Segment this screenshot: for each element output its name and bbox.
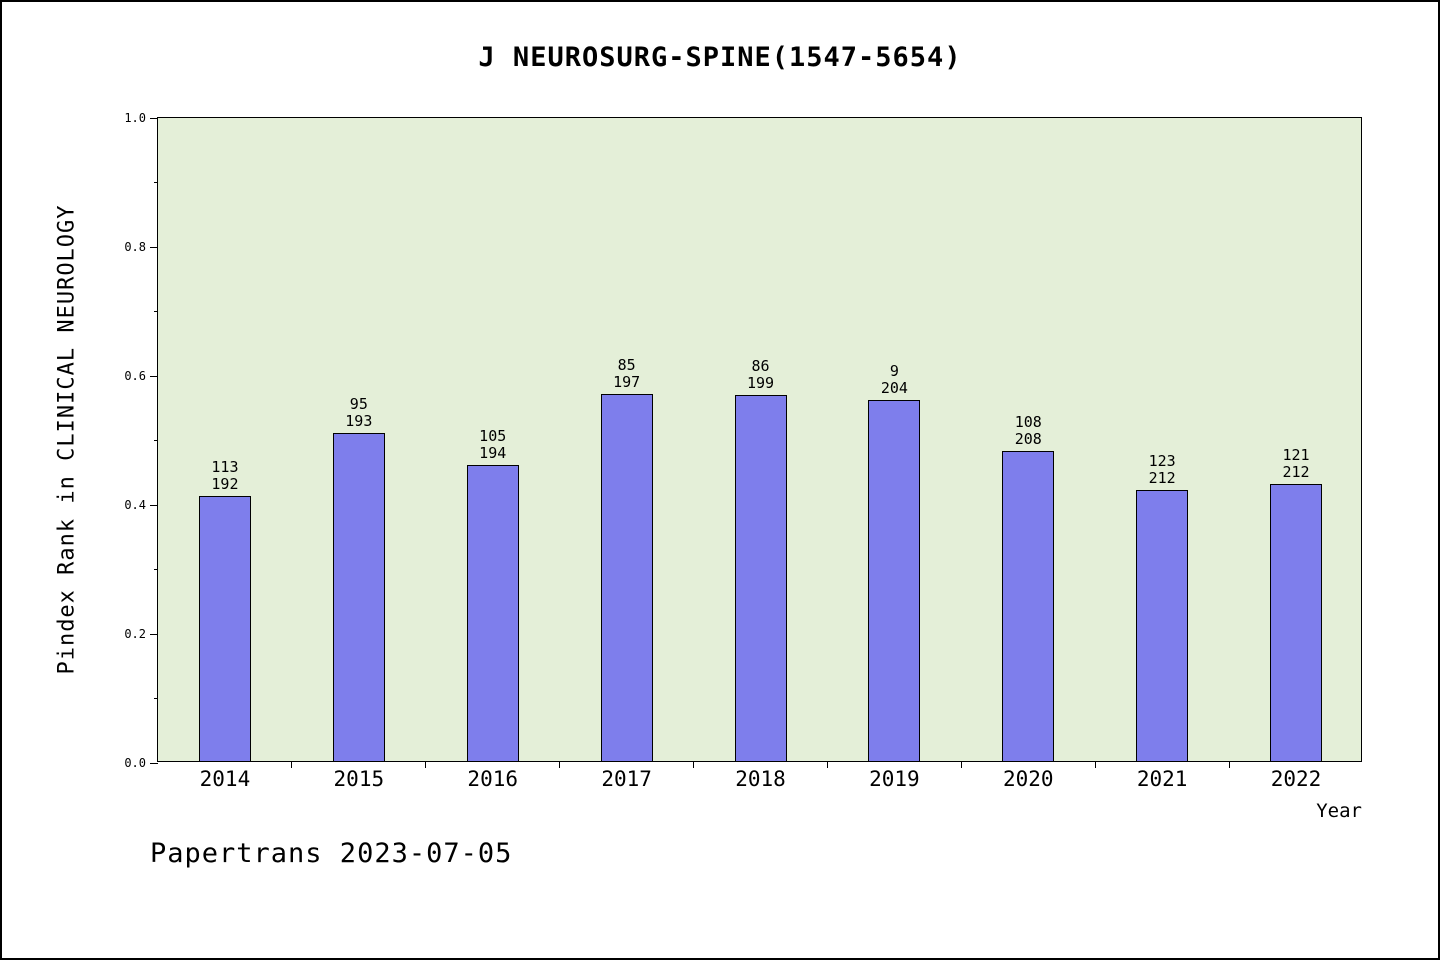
x-tick-mark bbox=[1228, 761, 1230, 768]
y-tick-mark bbox=[150, 117, 158, 119]
bar-value-label: 95 193 bbox=[345, 396, 372, 430]
bar bbox=[332, 433, 385, 761]
y-tick-mark bbox=[150, 762, 158, 764]
bar bbox=[1270, 484, 1323, 761]
bar bbox=[1136, 490, 1189, 761]
bar-value-bottom: 199 bbox=[746, 373, 775, 392]
x-tick-label: 2018 bbox=[735, 767, 786, 791]
bar bbox=[466, 464, 519, 761]
x-axis-label: Year bbox=[1316, 800, 1362, 822]
bar-value-bottom: 208 bbox=[1014, 429, 1042, 448]
y-tick-label: 0.0 bbox=[124, 756, 146, 770]
x-tick-label: 2019 bbox=[869, 767, 920, 791]
bar bbox=[734, 394, 787, 761]
bar-value-top: 108 bbox=[1014, 412, 1042, 431]
x-tick-label: 2020 bbox=[1002, 767, 1054, 791]
y-axis-label-wrap: Pindex Rank in CLINICAL NEUROLOGY bbox=[42, 117, 92, 762]
x-tick-mark bbox=[559, 761, 561, 768]
x-tick-label: 2017 bbox=[601, 767, 652, 791]
bar-value-label: 105 194 bbox=[479, 426, 507, 462]
bar-value-top: 121 bbox=[1282, 446, 1310, 465]
x-tick-mark bbox=[1094, 761, 1096, 768]
bar-value-bottom: 212 bbox=[1148, 469, 1176, 488]
y-tick-label: 0.4 bbox=[124, 498, 146, 512]
bar-value-label: 108 208 bbox=[1014, 412, 1042, 448]
y-minor-tick-mark bbox=[154, 698, 158, 699]
bar-value-top: 85 bbox=[617, 356, 636, 374]
bar bbox=[198, 495, 251, 761]
bar bbox=[868, 400, 921, 761]
y-tick-label: 0.2 bbox=[124, 627, 146, 641]
bar-value-top: 105 bbox=[479, 426, 507, 445]
bar-value-bottom: 192 bbox=[211, 474, 239, 493]
bar-value-bottom: 204 bbox=[880, 379, 908, 398]
footer-text: Papertrans 2023-07-05 bbox=[150, 838, 513, 869]
bar-value-top: 9 bbox=[889, 362, 899, 381]
y-minor-tick-mark bbox=[154, 311, 158, 312]
plot-area: 0.0 0.2 0.4 0.6 0.8 1.0 113 192 2014 95 193 2015 105… bbox=[124, 111, 1362, 791]
y-tick-mark bbox=[150, 375, 158, 377]
y-tick-mark bbox=[150, 246, 158, 248]
bar-value-label: 9 204 bbox=[881, 363, 908, 397]
bar-value-top: 95 bbox=[349, 395, 368, 414]
x-tick-label: 2021 bbox=[1136, 767, 1188, 791]
x-tick-label: 2016 bbox=[467, 767, 519, 791]
x-tick-mark bbox=[291, 761, 293, 768]
bar-value-bottom: 193 bbox=[345, 412, 373, 431]
bar bbox=[1002, 450, 1055, 761]
bar-value-label: 123 212 bbox=[1149, 453, 1176, 487]
y-tick-mark bbox=[150, 504, 158, 506]
chart-title: J NEUROSURG-SPINE(1547-5654) bbox=[478, 42, 962, 73]
x-tick-mark bbox=[425, 761, 427, 768]
x-tick-mark bbox=[960, 761, 962, 768]
bar bbox=[600, 394, 653, 761]
bar-value-label: 85 197 bbox=[613, 357, 640, 391]
y-tick-mark bbox=[150, 633, 158, 635]
y-tick-label: 1.0 bbox=[124, 111, 146, 125]
x-tick-mark bbox=[826, 761, 828, 768]
y-minor-tick-mark bbox=[154, 182, 158, 183]
bar-value-label: 113 192 bbox=[211, 457, 239, 493]
bar-value-bottom: 197 bbox=[613, 373, 641, 391]
y-minor-tick-mark bbox=[154, 440, 158, 441]
y-tick-label: 0.6 bbox=[124, 369, 146, 383]
x-tick-label: 2015 bbox=[333, 767, 385, 791]
y-minor-tick-mark bbox=[154, 569, 158, 570]
x-tick-label: 2014 bbox=[199, 767, 251, 791]
bar-value-bottom: 212 bbox=[1282, 463, 1310, 482]
y-tick-label: 0.8 bbox=[124, 240, 146, 254]
bar-value-label: 121 212 bbox=[1283, 447, 1310, 481]
bar-value-top: 86 bbox=[751, 356, 770, 375]
x-tick-mark bbox=[693, 761, 695, 768]
x-tick-label: 2022 bbox=[1270, 767, 1322, 791]
bar-value-top: 113 bbox=[211, 457, 239, 476]
bar-value-bottom: 194 bbox=[479, 443, 507, 462]
y-axis-label: Pindex Rank in CLINICAL NEUROLOGY bbox=[54, 204, 80, 675]
bar-value-top: 123 bbox=[1148, 452, 1176, 471]
bar-value-label: 86 199 bbox=[746, 356, 775, 392]
